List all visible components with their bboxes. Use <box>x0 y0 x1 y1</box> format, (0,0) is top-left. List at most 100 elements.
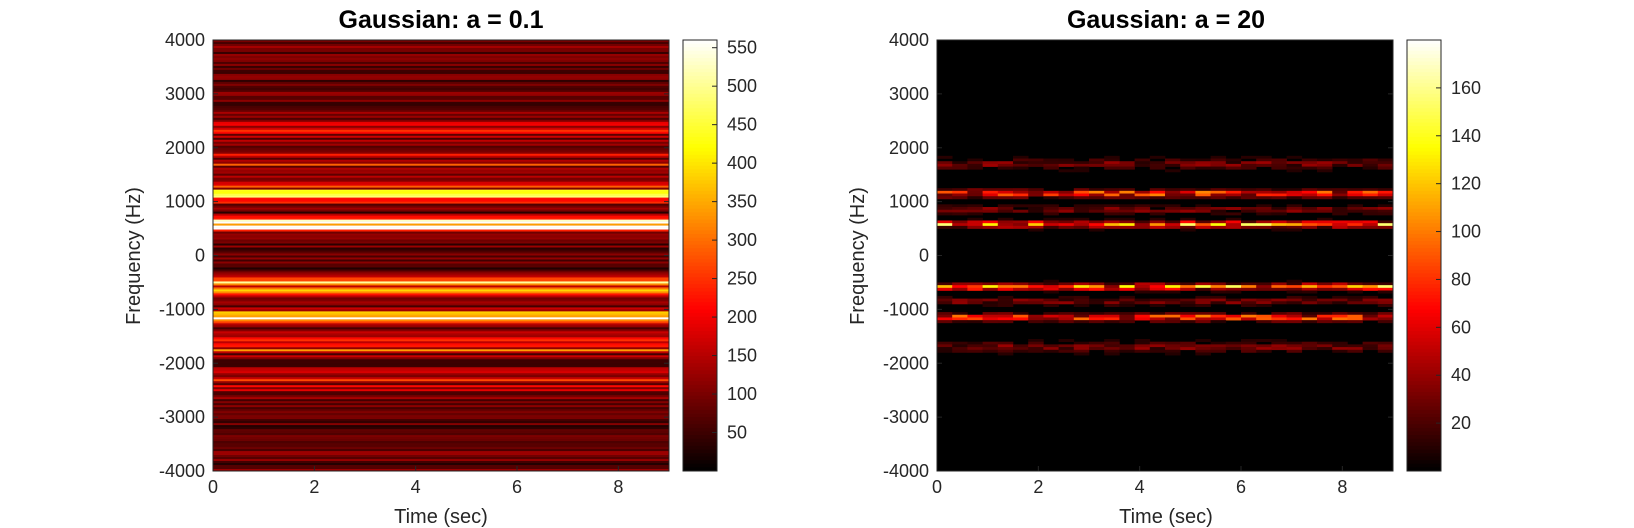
heatmap-row <box>213 171 669 174</box>
heatmap-cell <box>937 285 953 289</box>
heatmap-cell <box>1013 204 1029 208</box>
heatmap-row <box>213 389 669 392</box>
chart-title: Gaussian: a = 0.1 <box>339 6 544 34</box>
colorbar-segment <box>1407 377 1441 382</box>
heatmap-cell <box>1256 287 1272 291</box>
heatmap-cell <box>1043 279 1059 283</box>
x-tick-label: 8 <box>613 477 623 497</box>
heatmap-cell <box>1256 320 1272 324</box>
colorbar-segment <box>683 453 717 458</box>
colorbar-segment <box>683 43 717 48</box>
heatmap-cell <box>1028 287 1044 291</box>
colorbar-segment <box>1407 409 1441 414</box>
colorbar-segment <box>683 122 717 127</box>
colorbar-segment <box>683 215 717 220</box>
heatmap-cell <box>1073 314 1090 318</box>
heatmap-cell <box>1347 196 1363 200</box>
colorbar-segment <box>683 330 717 335</box>
heatmap-cell <box>1377 209 1394 213</box>
x-tick-label: 0 <box>932 477 942 497</box>
heatmap-cell <box>1241 282 1257 286</box>
heatmap-cell <box>1317 190 1333 194</box>
heatmap-cell <box>997 344 1014 348</box>
heatmap-row <box>213 399 669 402</box>
heatmap-cell <box>1210 314 1227 318</box>
heatmap-cell <box>967 287 983 291</box>
heatmap-cell <box>1377 312 1394 316</box>
heatmap-row <box>213 397 669 400</box>
colorbar-segment <box>683 140 717 145</box>
heatmap-row <box>213 457 669 460</box>
x-tick-label: 0 <box>208 477 218 497</box>
colorbar-segment <box>1407 162 1441 167</box>
heatmap-cell <box>1256 209 1272 213</box>
heatmap-row <box>213 449 669 452</box>
heatmap-cell <box>1271 158 1287 162</box>
heatmap-cell <box>1013 161 1029 165</box>
heatmap-cell <box>1013 163 1029 167</box>
colorbar-segment <box>1407 230 1441 235</box>
colorbar-segment <box>683 129 717 134</box>
colorbar-segment <box>683 413 717 418</box>
heatmap-cell <box>1028 317 1044 321</box>
heatmap-cell <box>1073 282 1090 286</box>
heatmap-cell <box>1332 209 1348 213</box>
heatmap-cell <box>1089 193 1105 197</box>
heatmap-row <box>213 333 669 336</box>
x-tick-label: 4 <box>411 477 421 497</box>
heatmap-cell <box>1377 225 1394 229</box>
heatmap-cell <box>1210 295 1227 299</box>
colorbar-segment <box>683 273 717 278</box>
colorbar-tick-label: 20 <box>1451 413 1471 433</box>
heatmap-cell <box>1332 207 1348 210</box>
heatmap-cell <box>1149 166 1166 170</box>
heatmap-cell <box>1073 207 1090 210</box>
colorbar-segment <box>683 449 717 454</box>
heatmap-cell <box>1013 220 1029 224</box>
heatmap-cell <box>1180 282 1196 286</box>
heatmap-cell <box>1073 166 1090 170</box>
heatmap-cell <box>1332 223 1348 227</box>
heatmap-cell <box>1241 190 1257 194</box>
heatmap-row <box>213 127 669 131</box>
heatmap-cell <box>1347 158 1363 162</box>
heatmap-cell <box>1317 287 1333 291</box>
heatmap-cell <box>1073 317 1090 321</box>
colorbar-segment <box>683 126 717 131</box>
heatmap-row <box>213 287 669 290</box>
heatmap-cell <box>1256 282 1272 286</box>
heatmap-cell <box>1195 190 1211 194</box>
heatmap-cell <box>1210 341 1227 345</box>
colorbar-segment <box>1407 68 1441 73</box>
heatmap-cell <box>1119 209 1135 213</box>
heatmap-cell <box>1180 188 1196 192</box>
heatmap-row <box>213 101 669 105</box>
x-tick-label: 6 <box>512 477 522 497</box>
colorbar-segment <box>1407 237 1441 242</box>
heatmap-cell <box>1241 298 1257 302</box>
heatmap-cell <box>982 161 999 165</box>
heatmap-cell <box>967 166 983 170</box>
heatmap-cell <box>1134 207 1151 210</box>
heatmap-row <box>213 357 669 360</box>
heatmap-row <box>213 351 669 354</box>
heatmap-cell <box>1134 190 1151 194</box>
heatmap-cell <box>937 155 953 159</box>
heatmap-cell <box>1347 347 1363 351</box>
heatmap-cell <box>1073 347 1090 351</box>
heatmap-cell <box>1058 339 1075 342</box>
heatmap-cell <box>1180 317 1196 321</box>
colorbar-segment <box>1407 280 1441 285</box>
heatmap-cell <box>1119 349 1135 353</box>
heatmap-cell <box>1347 190 1363 194</box>
heatmap-cell <box>1028 228 1044 232</box>
heatmap-row <box>213 415 669 418</box>
heatmap-cell <box>1256 339 1272 342</box>
heatmap-row <box>213 293 669 296</box>
colorbar-segment <box>1407 122 1441 127</box>
heatmap-cell <box>1058 193 1075 197</box>
colorbar-segment <box>1407 205 1441 210</box>
colorbar-segment <box>683 93 717 98</box>
colorbar-segment <box>1407 463 1441 468</box>
heatmap-cell <box>1286 341 1303 345</box>
